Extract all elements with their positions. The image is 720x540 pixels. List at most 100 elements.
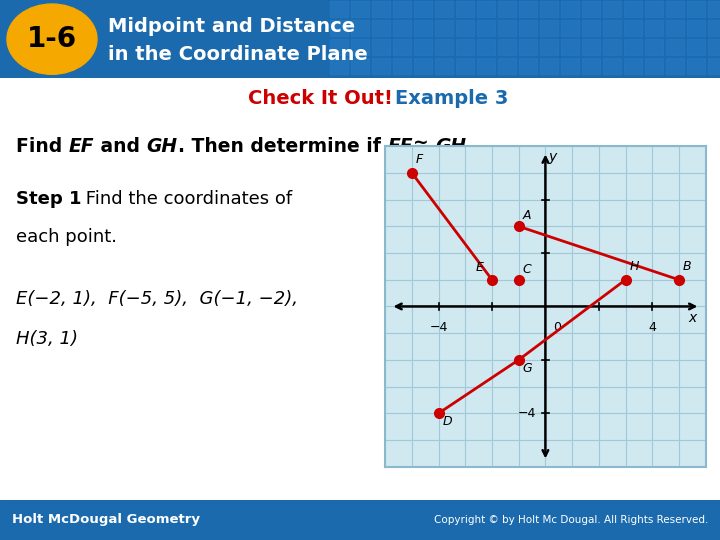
Bar (519, 58, 537, 75)
Bar (540, 20, 558, 36)
Bar (414, 58, 432, 75)
Bar (372, 1, 390, 17)
Bar (582, 58, 600, 75)
Text: ≅: ≅ (413, 137, 435, 156)
Text: H(3, 1): H(3, 1) (16, 330, 78, 348)
Bar (372, 39, 390, 55)
Bar (561, 20, 579, 36)
Bar (477, 58, 495, 75)
Bar (456, 58, 474, 75)
Text: Midpoint and Distance: Midpoint and Distance (108, 17, 355, 36)
Text: 1-6: 1-6 (27, 25, 77, 53)
Bar (582, 20, 600, 36)
Text: x: x (688, 312, 696, 326)
Bar (540, 1, 558, 17)
Bar (477, 1, 495, 17)
Bar (414, 39, 432, 55)
Bar (687, 1, 705, 17)
Bar (498, 58, 516, 75)
Bar (624, 39, 642, 55)
Bar (582, 1, 600, 17)
Text: F: F (416, 153, 423, 166)
Text: Example 3: Example 3 (395, 89, 508, 108)
Bar (477, 39, 495, 55)
Bar (624, 58, 642, 75)
Bar (456, 20, 474, 36)
Bar (477, 20, 495, 36)
Bar (330, 58, 348, 75)
Bar (645, 20, 663, 36)
Text: and: and (94, 137, 147, 156)
Bar (414, 20, 432, 36)
Bar (666, 20, 684, 36)
Bar (687, 20, 705, 36)
Text: C: C (523, 263, 531, 276)
Bar (519, 39, 537, 55)
Bar (603, 1, 621, 17)
Bar (708, 20, 720, 36)
Bar (435, 58, 453, 75)
Bar (372, 20, 390, 36)
Text: GH: GH (435, 137, 466, 156)
Bar (687, 58, 705, 75)
Text: H: H (629, 260, 639, 273)
Text: y: y (548, 150, 557, 164)
Text: −4: −4 (518, 407, 536, 420)
Bar (624, 1, 642, 17)
Bar (708, 58, 720, 75)
Bar (435, 39, 453, 55)
Bar (708, 1, 720, 17)
Bar (456, 1, 474, 17)
Text: 0: 0 (554, 321, 562, 334)
Bar (498, 39, 516, 55)
Text: E: E (476, 261, 484, 274)
Bar (393, 20, 411, 36)
Text: Check It Out!: Check It Out! (248, 89, 393, 108)
Bar (330, 39, 348, 55)
Text: B: B (683, 260, 691, 273)
Bar (519, 1, 537, 17)
Text: G: G (523, 362, 532, 375)
Bar (603, 39, 621, 55)
Bar (666, 58, 684, 75)
Text: in the Coordinate Plane: in the Coordinate Plane (108, 45, 368, 64)
Bar (351, 58, 369, 75)
Text: each point.: each point. (16, 228, 117, 246)
Text: D: D (443, 415, 452, 428)
Bar (645, 58, 663, 75)
Bar (582, 39, 600, 55)
Text: EF: EF (68, 137, 94, 156)
Bar (435, 1, 453, 17)
Text: GH: GH (147, 137, 178, 156)
Bar (645, 1, 663, 17)
Bar (456, 39, 474, 55)
Bar (393, 39, 411, 55)
Bar (561, 58, 579, 75)
Bar (624, 20, 642, 36)
Bar (561, 39, 579, 55)
Bar (603, 20, 621, 36)
Bar (393, 58, 411, 75)
Ellipse shape (7, 4, 97, 75)
Text: A: A (523, 210, 531, 222)
Bar (498, 20, 516, 36)
Bar (666, 1, 684, 17)
Text: Step 1: Step 1 (16, 190, 81, 208)
Bar (393, 1, 411, 17)
Bar (498, 1, 516, 17)
Bar (561, 1, 579, 17)
Text: Find the coordinates of: Find the coordinates of (80, 190, 292, 208)
Bar (540, 39, 558, 55)
Bar (351, 1, 369, 17)
Bar (372, 58, 390, 75)
Bar (330, 1, 348, 17)
Bar (540, 58, 558, 75)
Text: Find: Find (16, 137, 68, 156)
Text: 4: 4 (648, 321, 656, 334)
Text: Copyright © by Holt Mc Dougal. All Rights Reserved.: Copyright © by Holt Mc Dougal. All Right… (433, 515, 708, 525)
Bar (330, 20, 348, 36)
Bar (351, 20, 369, 36)
Text: −4: −4 (429, 321, 448, 334)
Bar (645, 39, 663, 55)
Bar (603, 58, 621, 75)
